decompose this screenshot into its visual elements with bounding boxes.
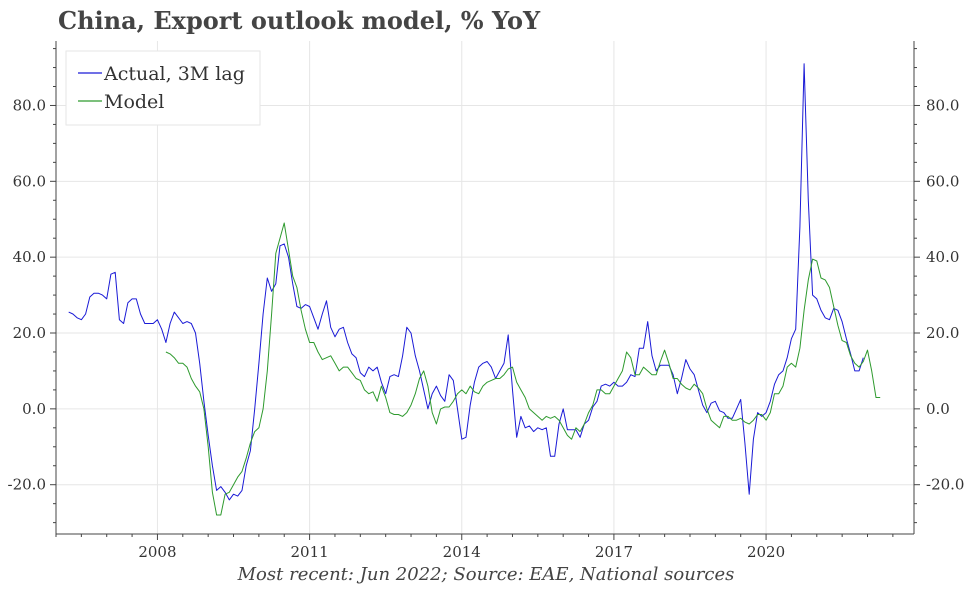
y-tick-label-left: 40.0 — [13, 248, 46, 266]
legend-box — [65, 50, 261, 126]
legend-label: Model — [104, 91, 164, 113]
y-tick-label-left: 20.0 — [13, 324, 46, 342]
legend: Actual, 3M lag Model — [65, 50, 261, 126]
y-tick-label-right: 40.0 — [926, 248, 959, 266]
series-lines — [68, 63, 881, 516]
y-tick-label-left: -20.0 — [8, 476, 46, 494]
x-tick-label: 2020 — [747, 543, 785, 561]
x-tick-label: 2011 — [291, 543, 329, 561]
x-tick-label: 2008 — [138, 543, 176, 561]
x-tick-label: 2014 — [443, 543, 481, 561]
legend-label: Actual, 3M lag — [103, 63, 245, 85]
y-tick-label-left: 80.0 — [13, 96, 46, 114]
chart-footer: Most recent: Jun 2022; Source: EAE, Nati… — [237, 564, 735, 585]
x-tick-label: 2017 — [595, 543, 633, 561]
y-tick-label-right: 80.0 — [926, 96, 959, 114]
series-line-actual — [68, 63, 864, 501]
series-line-model — [165, 222, 881, 516]
chart-title: China, Export outlook model, % YoY — [58, 6, 541, 35]
y-tick-label-left: 60.0 — [13, 172, 46, 190]
grid — [56, 41, 914, 534]
y-tick-label-right: 60.0 — [926, 172, 959, 190]
y-tick-label-left: 0.0 — [22, 400, 46, 418]
axes: -20.0 -20.0 0.0 0.0 20.0 20.0 40.0 40.0 60.0 60.0… — [8, 41, 964, 561]
y-tick-label-right: -20.0 — [926, 476, 964, 494]
y-tick-label-right: 0.0 — [926, 400, 950, 418]
y-tick-label-right: 20.0 — [926, 324, 959, 342]
